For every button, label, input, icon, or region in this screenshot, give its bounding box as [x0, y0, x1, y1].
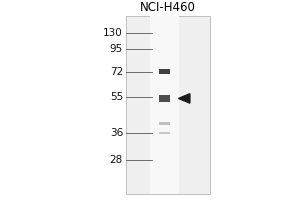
Text: 55: 55 [110, 92, 123, 102]
Bar [158, 122, 170, 125]
Bar [150, 16, 178, 194]
Text: 130: 130 [103, 28, 123, 38]
Text: 72: 72 [110, 67, 123, 77]
Bar [158, 132, 170, 134]
Bar [126, 16, 210, 194]
Text: 95: 95 [110, 44, 123, 54]
Bar [158, 69, 170, 74]
Bar [158, 95, 170, 102]
Text: 36: 36 [110, 128, 123, 138]
Text: NCI-H460: NCI-H460 [140, 1, 196, 14]
Text: 28: 28 [110, 155, 123, 165]
Polygon shape [178, 94, 190, 103]
